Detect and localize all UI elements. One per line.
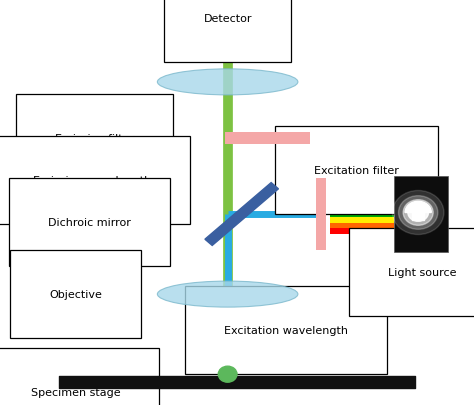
Polygon shape [412, 211, 424, 220]
Text: Specimen stage: Specimen stage [31, 387, 120, 397]
Text: Emission filter: Emission filter [55, 134, 134, 144]
Polygon shape [205, 183, 278, 246]
Bar [394, 177, 448, 252]
Text: Dichroic mirror: Dichroic mirror [48, 217, 131, 228]
Circle shape [399, 196, 438, 230]
Text: Detector: Detector [203, 14, 252, 24]
Circle shape [408, 204, 428, 222]
Polygon shape [405, 202, 431, 213]
Text: Objective: Objective [49, 290, 102, 299]
Text: Emission wavelength: Emission wavelength [33, 175, 151, 185]
Text: Light source: Light source [388, 267, 456, 277]
Text: Excitation wavelength: Excitation wavelength [224, 325, 348, 335]
Bar [225, 132, 310, 145]
Ellipse shape [157, 70, 298, 96]
Circle shape [403, 200, 433, 226]
Text: Excitation filter: Excitation filter [314, 166, 399, 175]
Circle shape [392, 191, 444, 235]
Ellipse shape [157, 281, 298, 307]
Bar [316, 179, 327, 250]
Circle shape [218, 366, 237, 382]
